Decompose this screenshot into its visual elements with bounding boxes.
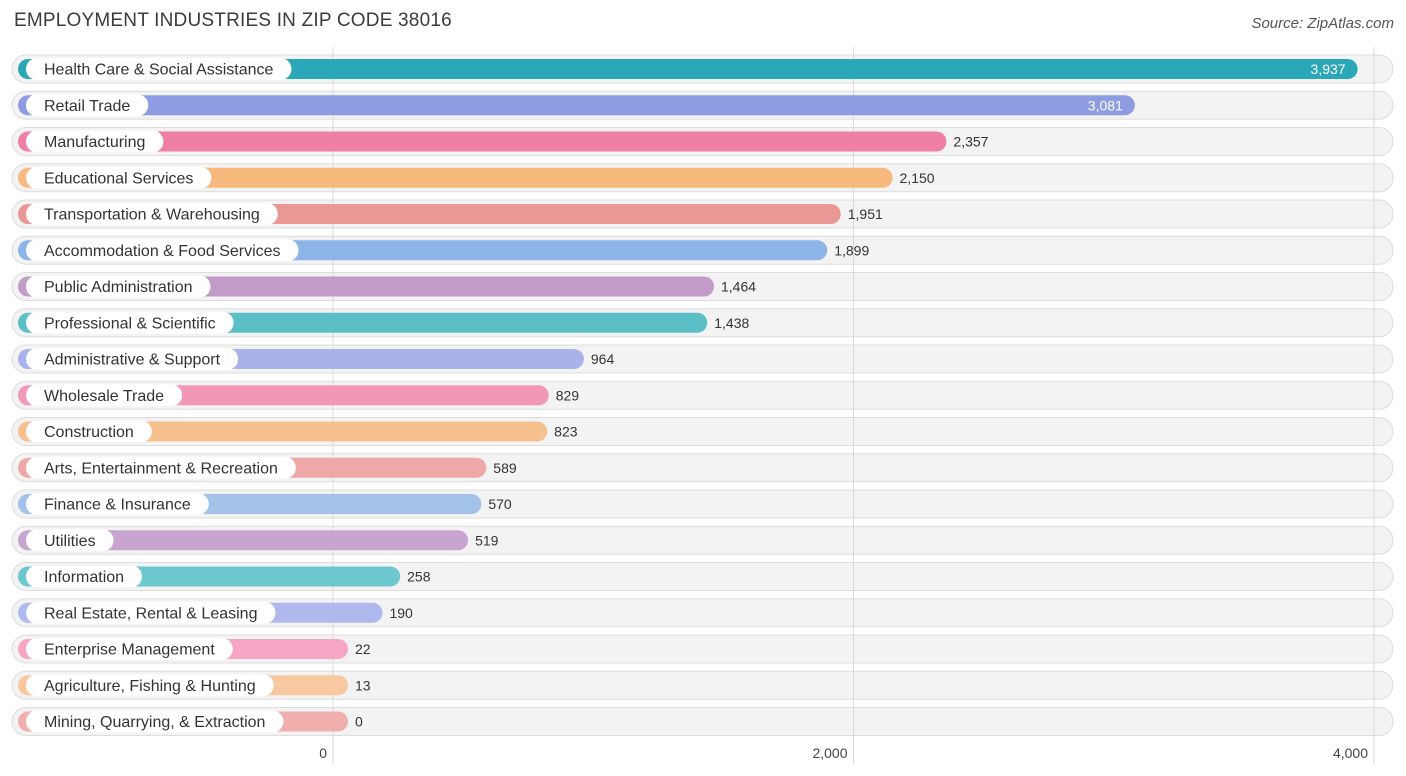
category-label-pill xyxy=(26,529,114,552)
value-label: 2,150 xyxy=(900,170,935,186)
category-label-pill xyxy=(26,348,239,370)
category-label-pill xyxy=(26,166,212,189)
category-label-pill xyxy=(26,384,183,407)
category-label-pill xyxy=(26,565,143,588)
bar xyxy=(18,95,1135,116)
category-label: Professional & Scientific xyxy=(44,315,216,332)
value-label: 823 xyxy=(554,424,578,440)
row-track xyxy=(11,670,1394,700)
category-label-pill xyxy=(26,58,292,80)
category-label-pill xyxy=(26,130,164,153)
value-label: 190 xyxy=(389,605,413,621)
value-label: 519 xyxy=(475,532,499,548)
category-label-pill xyxy=(26,420,152,443)
category-label: Real Estate, Rental & Leasing xyxy=(44,605,257,622)
value-label: 964 xyxy=(591,351,615,367)
category-label-pill xyxy=(26,456,296,479)
value-label: 589 xyxy=(493,460,517,476)
category-label: Information xyxy=(44,569,124,586)
category-label: Retail Trade xyxy=(44,98,130,115)
category-label-pill xyxy=(26,311,234,334)
category-label-pill xyxy=(26,674,274,697)
value-label: 829 xyxy=(556,387,580,403)
category-label-pill xyxy=(26,94,149,117)
source-credit: Source: ZipAtlas.com xyxy=(1251,15,1394,32)
category-label: Health Care & Social Assistance xyxy=(44,62,274,79)
bar xyxy=(18,530,469,551)
category-label: Wholesale Trade xyxy=(44,388,164,405)
bar xyxy=(18,59,1358,79)
category-label-pill xyxy=(26,710,284,733)
bars: Health Care & Social Assistance 3,937 Reta… xyxy=(18,58,1358,733)
value-label: 2,357 xyxy=(953,134,988,150)
value-label: 3,081 xyxy=(1088,97,1123,113)
value-label: 3,937 xyxy=(1311,61,1346,77)
value-label: 13 xyxy=(355,677,371,693)
value-label: 1,464 xyxy=(721,279,756,295)
category-label: Finance & Insurance xyxy=(44,497,191,514)
row-track xyxy=(11,707,1394,736)
value-label: 570 xyxy=(488,496,512,512)
category-label-pill xyxy=(26,601,276,624)
value-label: 1,899 xyxy=(834,242,869,258)
row-track xyxy=(11,634,1394,664)
category-label-pill xyxy=(26,638,233,660)
category-label-pill xyxy=(26,493,209,515)
category-label: Enterprise Management xyxy=(44,642,215,659)
category-label-pill xyxy=(26,203,278,225)
value-label: 22 xyxy=(355,641,371,657)
x-tick-label: 4,000 xyxy=(1333,745,1368,761)
bar xyxy=(18,167,893,188)
category-label: Mining, Quarrying, & Extraction xyxy=(44,714,265,731)
category-label: Educational Services xyxy=(44,170,193,187)
category-label: Public Administration xyxy=(44,279,193,296)
bar xyxy=(18,131,947,152)
category-label-pill xyxy=(26,239,299,262)
category-label: Accommodation & Food Services xyxy=(44,243,281,260)
category-label: Manufacturing xyxy=(44,134,145,151)
value-label: 1,951 xyxy=(848,206,883,222)
value-label: 0 xyxy=(355,714,363,730)
category-label: Utilities xyxy=(44,533,96,550)
category-label: Administrative & Support xyxy=(44,352,221,369)
x-tick-label: 2,000 xyxy=(812,745,847,761)
value-label: 258 xyxy=(407,569,431,585)
value-label: 1,438 xyxy=(714,315,749,331)
category-label: Agriculture, Fishing & Hunting xyxy=(44,678,256,695)
category-label-pill xyxy=(26,275,211,298)
category-label: Construction xyxy=(44,424,134,441)
x-axis: 0 2,000 4,000 xyxy=(319,745,1368,761)
x-tick-label: 0 xyxy=(319,745,327,761)
category-label: Arts, Entertainment & Recreation xyxy=(44,460,278,477)
chart-title: EMPLOYMENT INDUSTRIES IN ZIP CODE 38016 xyxy=(14,10,452,31)
category-label: Transportation & Warehousing xyxy=(44,207,260,224)
